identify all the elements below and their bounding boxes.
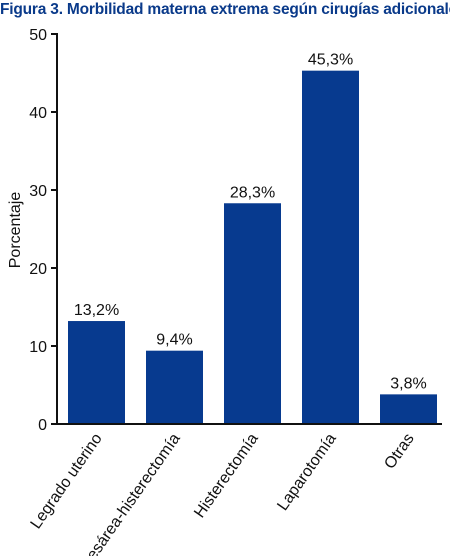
x-tick-label: Otras xyxy=(381,431,417,473)
y-tick-label: 30 xyxy=(29,183,47,200)
x-tick-label: Laparotomía xyxy=(274,430,340,513)
bar xyxy=(68,321,125,424)
bar xyxy=(224,203,281,424)
chart-title: Figura 3. Morbilidad materna extrema seg… xyxy=(0,1,450,18)
data-labels-group: 13,2% 9,4% 28,3% 45,3% 3,8% xyxy=(74,52,427,393)
y-tick-label: 20 xyxy=(29,261,47,278)
bar-value-label: 13,2% xyxy=(74,302,119,319)
bars-group xyxy=(68,70,437,424)
y-tick-label: 40 xyxy=(29,105,47,122)
y-tick-label: 50 xyxy=(29,27,47,44)
y-tick-label: 10 xyxy=(29,339,47,356)
bar-value-label: 45,3% xyxy=(308,52,353,69)
bar xyxy=(146,350,203,424)
bar-value-label: 3,8% xyxy=(390,375,426,392)
bar xyxy=(380,394,437,424)
y-tick-label: 0 xyxy=(38,417,47,434)
y-axis-ticks: 0 10 20 30 40 50 xyxy=(29,27,57,434)
x-tick-label: Histerectomía xyxy=(191,430,262,521)
x-tick-label: Legrado uterino xyxy=(28,430,106,532)
y-axis-label: Porcentaje xyxy=(7,192,24,269)
bar-value-label: 28,3% xyxy=(230,184,275,201)
bar xyxy=(302,70,359,424)
bar-value-label: 9,4% xyxy=(156,332,192,349)
